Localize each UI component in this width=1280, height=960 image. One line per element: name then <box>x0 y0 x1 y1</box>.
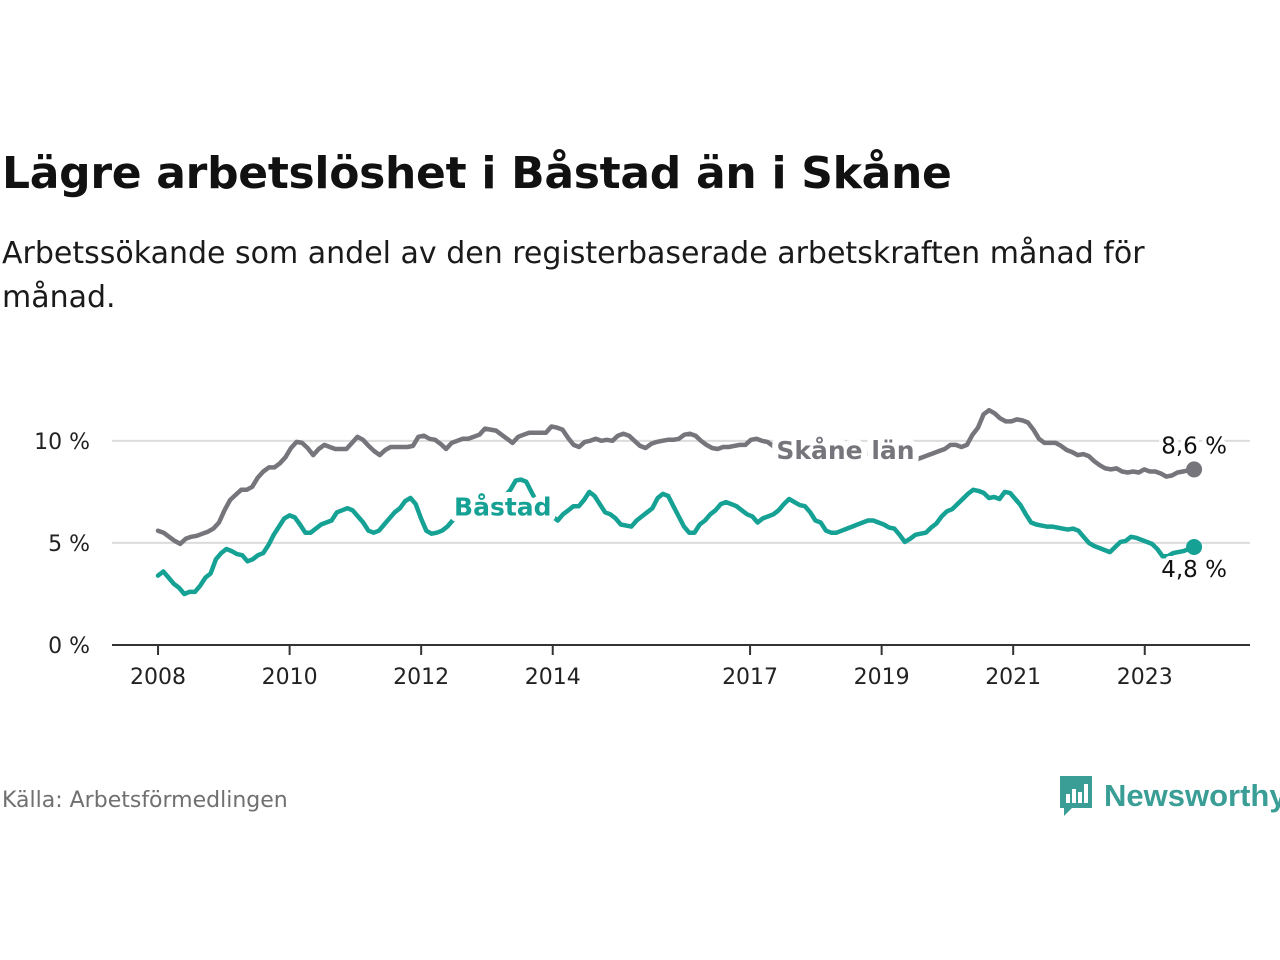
end-label-bastad: 4,8 % <box>1161 557 1227 583</box>
x-tick-label: 2014 <box>525 665 581 690</box>
x-tick-label: 2021 <box>985 665 1041 690</box>
newsworthy-logo-icon <box>1060 776 1092 816</box>
series-line-bastad <box>155 477 1197 597</box>
newsworthy-logo[interactable]: Newsworthy <box>1058 773 1280 819</box>
x-tick-label: 2012 <box>393 665 449 690</box>
series-label-skane: Skåne län <box>776 436 914 465</box>
y-tick-label: 5 % <box>48 532 90 557</box>
series-label-bastad: Båstad <box>454 492 552 521</box>
end-label-bastad-halo: 4,8 % <box>1161 557 1227 583</box>
x-tick-label: 2008 <box>130 665 186 690</box>
y-tick-label: 0 % <box>48 634 90 659</box>
end-label-skane: 8,6 % <box>1161 433 1227 459</box>
end-label-skane-halo: 8,6 % <box>1161 433 1227 459</box>
x-tick-label: 2023 <box>1117 665 1173 690</box>
series-endpoint-bastad <box>1186 539 1203 555</box>
newsworthy-logo-text: Newsworthy <box>1104 778 1280 813</box>
x-tick-label: 2010 <box>262 665 318 690</box>
x-tick-label: 2017 <box>722 665 778 690</box>
source-note: Källa: Arbetsförmedlingen <box>2 788 288 813</box>
x-tick-label: 2019 <box>854 665 910 690</box>
series-label-skane-halo: Skåne län <box>776 436 914 465</box>
series-label-bastad-halo: Båstad <box>454 492 552 521</box>
y-axis-labels: 0 % 5 % 10 % <box>34 430 90 659</box>
chart-title: Lägre arbetslöshet i Båstad än i Skåne <box>2 148 952 199</box>
series-line-skane <box>155 407 1197 547</box>
series-layer <box>155 407 1203 597</box>
series-endpoint-skane <box>1186 461 1203 478</box>
chart-subtitle: Arbetssökande som andel av den registerb… <box>2 236 1145 315</box>
x-axis: 2008 2010 2012 2014 2017 2019 2021 2023 <box>112 644 1250 690</box>
y-tick-label: 10 % <box>34 430 90 455</box>
